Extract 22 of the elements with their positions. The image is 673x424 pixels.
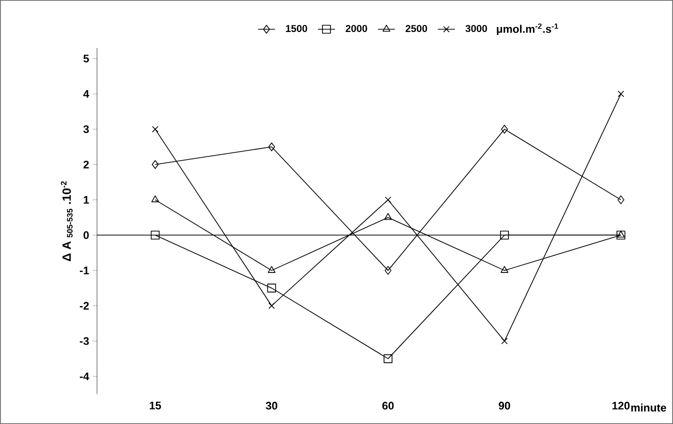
y-axis-title: Δ A $_{505-535}$ .10$^{-2}$ <box>60 181 73 262</box>
y-tick-label: -1 <box>80 266 89 274</box>
legend-title: μmol.m$^{-2}$.s$^{-1}$ <box>496 23 558 35</box>
y-tick-label: 0 <box>84 231 89 240</box>
y-tick-label: 1 <box>84 196 89 204</box>
x-tick-label: 120 <box>612 402 630 410</box>
legend-label: 2000 <box>346 25 368 32</box>
y-tick-label: -3 <box>80 337 89 345</box>
x-tick-label: 30 <box>266 402 278 410</box>
y-tick-label: -4 <box>80 372 90 380</box>
x-tick-label: 90 <box>498 402 510 410</box>
y-tick-label: 5 <box>83 54 89 62</box>
legend-label: 3000 <box>465 25 488 32</box>
y-tick-label: -2 <box>80 302 89 310</box>
x-tick-label: 60 <box>382 402 394 410</box>
y-tick-label: 2 <box>84 160 89 168</box>
y-tick-label: 3 <box>83 125 89 134</box>
x-axis-title: minute <box>631 404 666 412</box>
legend-label: 2500 <box>406 25 428 32</box>
y-tick-label: 4 <box>83 90 90 98</box>
legend-label: 1500 <box>286 25 308 32</box>
x-tick-label: 15 <box>150 402 161 410</box>
